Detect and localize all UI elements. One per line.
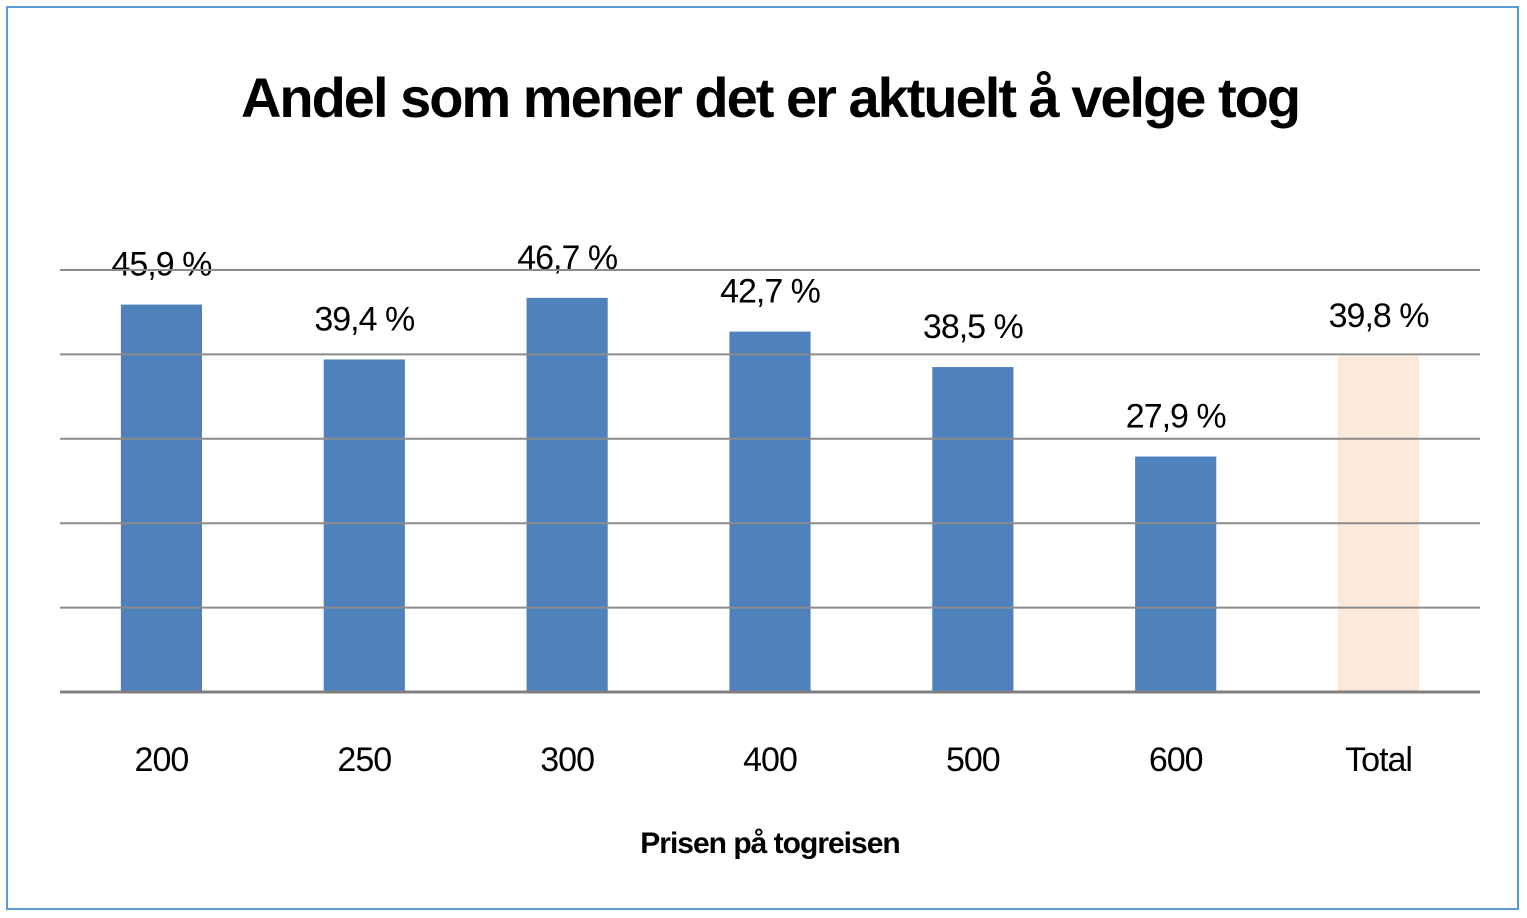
- bar: [729, 331, 811, 692]
- bar: [323, 359, 405, 692]
- x-tick-label: 200: [135, 741, 189, 779]
- data-label: 42,7 %: [720, 273, 821, 311]
- x-tick-label: 250: [337, 741, 391, 779]
- bar: [1135, 456, 1217, 692]
- data-label: 27,9 %: [1126, 398, 1227, 436]
- x-tick-label: 500: [946, 741, 1000, 779]
- data-label: 45,9 %: [111, 246, 212, 284]
- bar: [120, 304, 202, 692]
- data-label: 38,5 %: [923, 308, 1024, 346]
- data-label: 46,7 %: [517, 239, 618, 277]
- chart-title: Andel som mener det er aktuelt å velge t…: [240, 66, 1301, 129]
- x-axis-label: Prisen på togreisen: [640, 827, 899, 860]
- x-tick-label: 300: [540, 741, 594, 779]
- data-label: 39,8 %: [1329, 297, 1430, 335]
- x-tick-label: Total: [1345, 741, 1412, 779]
- bar: [932, 367, 1014, 692]
- data-label: 39,4 %: [314, 300, 415, 338]
- bar: [526, 297, 608, 692]
- x-tick-label: 400: [743, 741, 797, 779]
- x-tick-label: 600: [1149, 741, 1203, 779]
- frame: [6, 6, 1519, 910]
